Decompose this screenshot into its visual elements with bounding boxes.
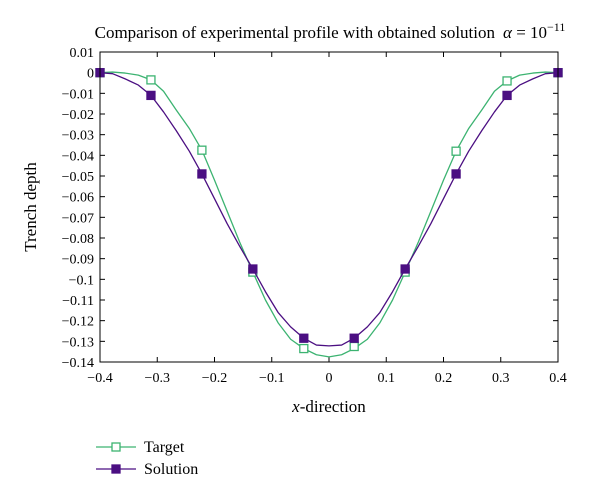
solution-marker [248, 264, 258, 274]
ticks-layer: −0.4 −0.3 −0.2 −0.1 0 0.1 0.2 0.3 0.4 0.01 0 −0.01 −… [62, 46, 567, 386]
chart-title-eq: = 10 [512, 23, 547, 42]
chart-title-alpha: α [503, 23, 513, 42]
x-tick-label: −0.1 [259, 371, 284, 386]
solution-marker [197, 169, 207, 179]
legend-solution-label: Solution [144, 461, 198, 478]
chart-title: Comparison of experimental profile with … [95, 20, 566, 42]
solution-marker [400, 264, 410, 274]
y-tick-label: −0.02 [62, 108, 94, 123]
target-marker [451, 146, 461, 156]
x-tick-label: 0.2 [435, 371, 453, 386]
y-tick-label: −0.06 [62, 191, 94, 206]
y-tick-label: −0.13 [62, 335, 94, 350]
legend: Target Solution [96, 439, 198, 478]
x-tick-label: 0.4 [549, 371, 567, 386]
target-line [99, 71, 559, 358]
x-tick-label: 0.1 [378, 371, 396, 386]
legend-target-marker [111, 442, 121, 452]
solution-marker [146, 90, 156, 101]
target-marker [502, 76, 512, 86]
target-marker [349, 341, 359, 352]
y-tick-label: −0.09 [62, 253, 94, 268]
plot-frame [99, 51, 559, 363]
x-tick-label: 0.3 [492, 371, 510, 386]
solution-line [99, 72, 559, 347]
solution-marker [299, 333, 309, 343]
y-tick-label: −0.07 [62, 211, 94, 226]
y-tick-label: −0.04 [62, 149, 94, 164]
y-tick-label: −0.03 [62, 129, 94, 144]
chart-title-text: Comparison of experimental profile with … [95, 23, 496, 42]
x-tick-label: −0.4 [87, 371, 112, 386]
x-tick-label: −0.3 [145, 371, 170, 386]
target-marker [299, 343, 309, 354]
target-marker [197, 145, 207, 155]
y-tick-label: −0.12 [62, 315, 94, 330]
legend-target-label: Target [144, 439, 185, 456]
x-axis-label-italic: x [291, 397, 300, 416]
y-axis-label: Trench depth [21, 162, 40, 252]
y-tick-label: 0 [87, 67, 94, 82]
solution-marker [451, 169, 461, 179]
y-tick-label: −0.1 [69, 273, 94, 288]
y-tick-label: −0.08 [62, 232, 94, 247]
x-axis-label: x-direction [291, 397, 366, 416]
solution-marker [349, 333, 359, 343]
x-axis-label-rest: -direction [300, 397, 367, 416]
y-tick-label: −0.01 [62, 87, 94, 102]
y-tick-label: 0.01 [70, 46, 95, 61]
y-tick-label: −0.11 [62, 294, 94, 309]
x-tick-label: −0.2 [202, 371, 227, 386]
y-tick-label: −0.05 [62, 170, 94, 185]
y-tick-label: −0.14 [62, 356, 94, 371]
legend-solution-marker [111, 464, 121, 474]
solution-marker [502, 90, 512, 101]
chart-title-exponent: −11 [547, 20, 565, 34]
series-layer [95, 68, 563, 358]
x-tick-label: 0 [326, 371, 333, 386]
target-marker [146, 75, 156, 85]
